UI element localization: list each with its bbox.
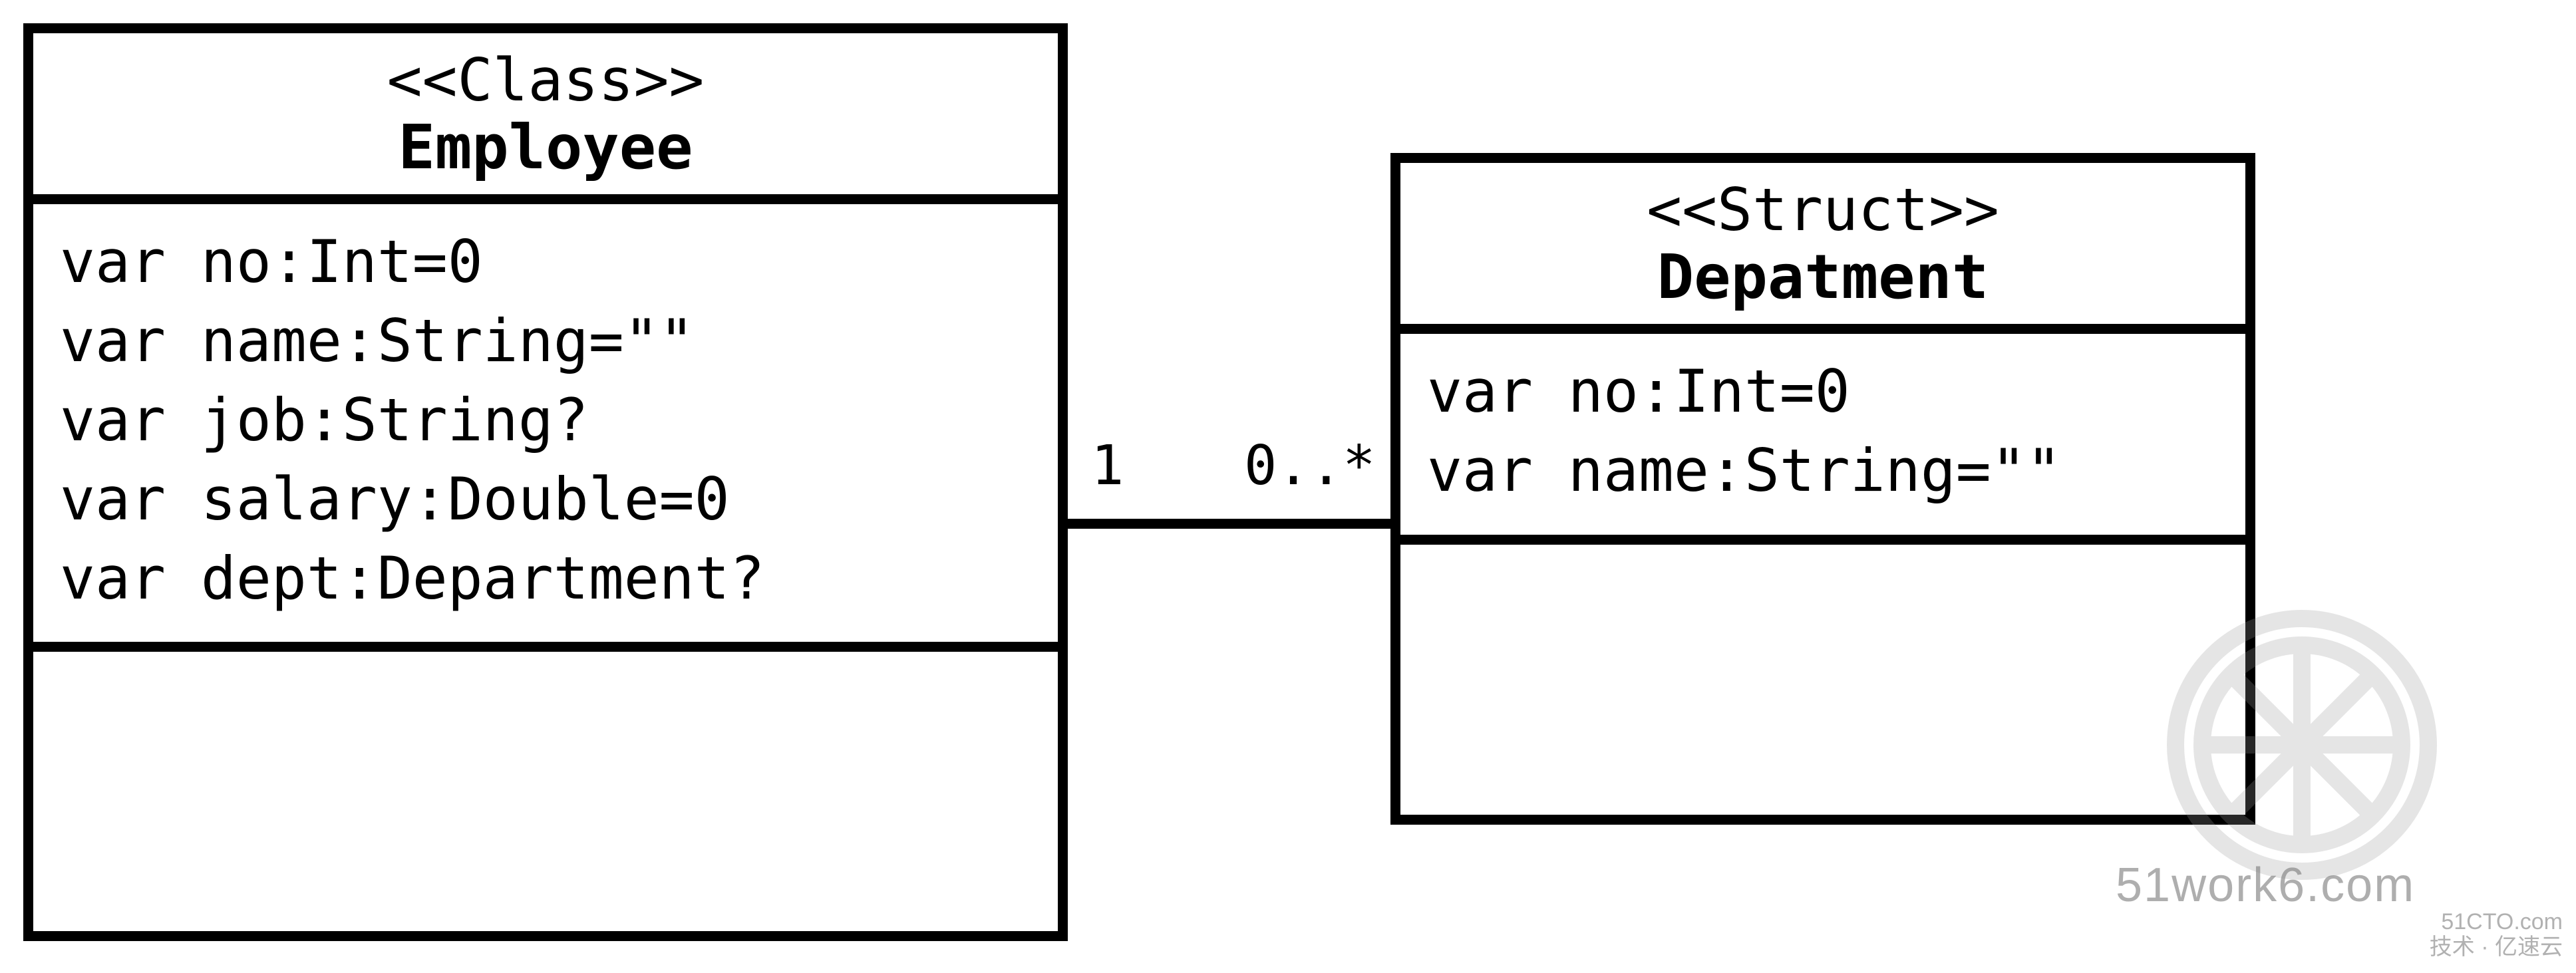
multiplicity-to: 0..* xyxy=(1244,439,1375,493)
attr-row: var no:Int=0 xyxy=(60,223,1031,302)
corner-line: 51CTO.com xyxy=(2430,910,2563,934)
class-box-employee: <<Class>> Employee var no:Int=0 var name… xyxy=(23,23,1068,941)
stereotype-label: <<Class>> xyxy=(53,47,1038,114)
uml-canvas: <<Class>> Employee var no:Int=0 var name… xyxy=(0,0,2576,973)
multiplicity-from: 1 xyxy=(1091,439,1124,493)
attr-row: var salary:Double=0 xyxy=(60,460,1031,539)
attr-row: var job:String? xyxy=(60,381,1031,460)
attr-row: var name:String="" xyxy=(60,302,1031,381)
class-header-employee: <<Class>> Employee xyxy=(33,33,1058,204)
class-operations-department xyxy=(1400,545,2245,815)
corner-line: 技术 · 亿速云 xyxy=(2430,935,2563,960)
corner-watermark: 51CTO.com 技术 · 亿速云 xyxy=(2430,910,2563,960)
watermark-text: 51work6.com xyxy=(2116,858,2415,912)
class-attributes-employee: var no:Int=0 var name:String="" var job:… xyxy=(33,204,1058,652)
attr-row: var name:String="" xyxy=(1427,432,2219,511)
attr-row: var dept:Department? xyxy=(60,539,1031,619)
class-attributes-department: var no:Int=0 var name:String="" xyxy=(1400,334,2245,545)
class-operations-employee xyxy=(33,652,1058,931)
stereotype-label: <<Struct>> xyxy=(1420,176,2225,243)
class-box-department: <<Struct>> Depatment var no:Int=0 var na… xyxy=(1390,153,2255,825)
watermark-logo-icon xyxy=(2162,605,2442,885)
association-line xyxy=(1068,519,1390,529)
class-header-department: <<Struct>> Depatment xyxy=(1400,163,2245,334)
attr-row: var no:Int=0 xyxy=(1427,352,2219,432)
class-name: Employee xyxy=(53,114,1038,181)
class-name: Depatment xyxy=(1420,243,2225,311)
